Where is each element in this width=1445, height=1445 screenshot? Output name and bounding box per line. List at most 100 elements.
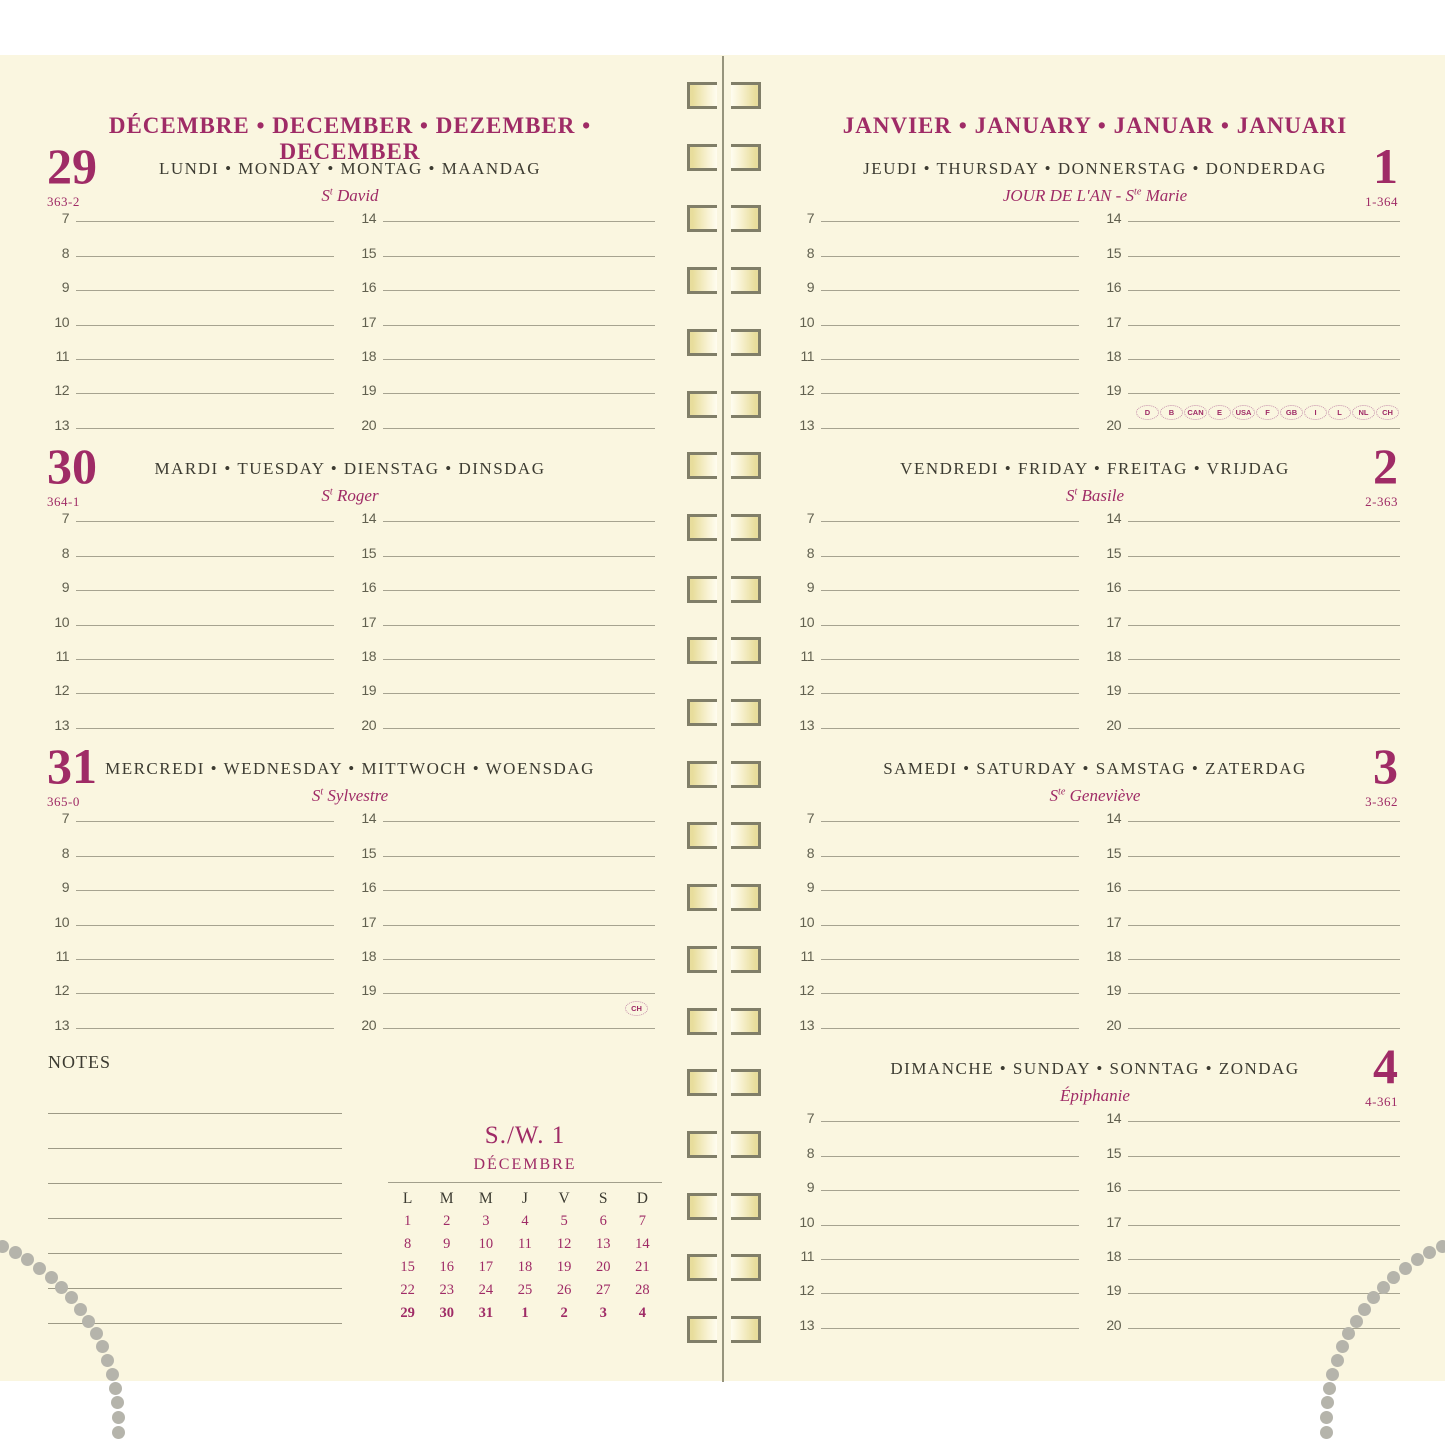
hour-row: 7 [45, 488, 334, 526]
hours-grid: 7 8 9 10 11 12 13 14 15 16 17 18 19 20 [790, 788, 1400, 1032]
spiral-ring-hole [731, 1254, 761, 1281]
hour-line [821, 693, 1079, 695]
country-badge-E: E [1208, 405, 1231, 420]
hour-row: 17 [352, 291, 655, 329]
spiral-ring-hole [687, 144, 717, 171]
hour-line [76, 393, 334, 395]
decorative-dot [65, 1291, 79, 1305]
hour-line [383, 290, 655, 292]
country-badge-CAN: CAN [1184, 405, 1207, 420]
hour-row: 8 [45, 222, 334, 260]
decorative-dot [1366, 1291, 1380, 1305]
notes-line [48, 1183, 342, 1184]
hour-row: 12 [790, 960, 1079, 998]
hours-column-1: 7 8 9 10 11 12 13 [45, 788, 350, 1032]
spiral-ring-hole [687, 822, 717, 849]
day-section-30: 30 364-1 MARDI • TUESDAY • DIENSTAG • DINS… [45, 441, 655, 746]
hours-column-2: 14 15 16 17 18 19 20 [1095, 1088, 1400, 1332]
day-ordinal: 363-2 [47, 194, 80, 209]
hour-number: 14 [1106, 810, 1121, 827]
hour-line [821, 1121, 1079, 1123]
hour-line [1128, 1224, 1400, 1226]
hour-line [821, 1190, 1079, 1192]
weekday-label: DIMANCHE • SUNDAY • SONNTAG • ZONDAG [890, 1059, 1300, 1078]
weekday-label: VENDREDI • FRIDAY • FREITAG • VRIJDAG [900, 459, 1290, 478]
hour-row: 13 [790, 394, 1079, 432]
hour-line [821, 1258, 1079, 1260]
hour-line [76, 890, 334, 892]
hour-number: 11 [55, 347, 69, 364]
hour-number: 12 [799, 382, 814, 399]
hour-row: 11 [45, 626, 334, 663]
saint-post: Roger [332, 486, 379, 505]
hour-row: 19 [352, 960, 655, 998]
spiral-ring-hole [731, 1316, 761, 1343]
hour-row: 20 [1097, 1294, 1400, 1332]
country-badge-D: D [1136, 405, 1159, 420]
decorative-dot [1376, 1280, 1390, 1294]
notes-line [48, 1288, 342, 1289]
day-ordinal: 1-364 [1365, 194, 1398, 209]
hour-row: 12 [45, 360, 334, 398]
saint-post: Basile [1077, 486, 1125, 505]
saint-pre: S [311, 786, 321, 805]
hour-line [383, 958, 655, 960]
hour-line [1128, 521, 1400, 523]
hour-line [1128, 393, 1400, 395]
hour-line [76, 1027, 334, 1029]
hour-number: 14 [1106, 210, 1121, 227]
hour-row: 11 [45, 326, 334, 363]
weekday-label: MARDI • TUESDAY • DIENSTAG • DINSDAG [154, 459, 546, 478]
hour-row: 18 [352, 626, 655, 663]
hour-number: 14 [361, 510, 376, 527]
hour-line [821, 924, 1079, 926]
hours-column-2: 14 15 16 17 18 19 20 [1095, 488, 1400, 732]
hours-grid: 7 8 9 10 11 12 13 14 15 16 17 18 19 20 [790, 188, 1400, 432]
spiral-ring-hole [731, 267, 761, 294]
hour-number: 19 [361, 682, 376, 699]
mini-calendar-date: 22 [400, 1282, 415, 1298]
hour-row: 10 [45, 291, 334, 329]
hour-row: 12 [45, 660, 334, 698]
mini-calendar-date: 8 [403, 1236, 412, 1252]
hour-row: 18 [352, 926, 655, 963]
decorative-dot [74, 1302, 88, 1316]
hour-line [1128, 1155, 1400, 1157]
hour-row: 7 [45, 188, 334, 226]
mini-calendar-date: 14 [635, 1236, 650, 1252]
hour-number: 20 [1106, 1316, 1121, 1333]
hour-number: 17 [1106, 913, 1121, 930]
hour-row: 15 [1097, 1122, 1400, 1160]
hour-row: 13 [45, 694, 334, 732]
spiral-ring-hole [687, 1316, 717, 1343]
hour-number: 17 [361, 913, 376, 930]
hour-number: 10 [54, 613, 69, 630]
decorative-dot [101, 1354, 115, 1368]
hour-number: 20 [361, 716, 376, 733]
day-number: 4 [1373, 1038, 1398, 1094]
hour-row: 17 [1097, 591, 1400, 629]
hour-number: 10 [799, 1213, 814, 1230]
hour-row: 14 [1097, 188, 1400, 226]
country-badges: D B CAN E USA F GB I L NL CH [1136, 405, 1399, 420]
spiral-ring-hole [687, 452, 717, 479]
decorative-dot [1410, 1253, 1424, 1267]
hour-number: 7 [806, 1110, 815, 1127]
hours-column-2: 14 15 16 17 18 19 20 [1095, 188, 1400, 432]
mini-calendar-date: 5 [560, 1213, 568, 1229]
hour-line [1128, 255, 1400, 257]
hour-row: 8 [790, 522, 1079, 560]
hour-row: 16 [1097, 557, 1400, 595]
mini-calendar-date: 21 [635, 1259, 650, 1275]
hour-row: 14 [352, 188, 655, 226]
spiral-ring-hole [731, 1008, 761, 1035]
hour-number: 16 [1106, 879, 1121, 896]
hour-number: 17 [1106, 613, 1121, 630]
day-number: 31 [47, 738, 97, 794]
mini-calendar-date: 9 [443, 1236, 451, 1252]
mini-calendar-week-row: 1 2 3 4 5 6 7 [388, 1210, 662, 1233]
spiral-ring-hole [731, 884, 761, 911]
saint-pre: S [1049, 786, 1059, 805]
hour-line [821, 727, 1079, 729]
